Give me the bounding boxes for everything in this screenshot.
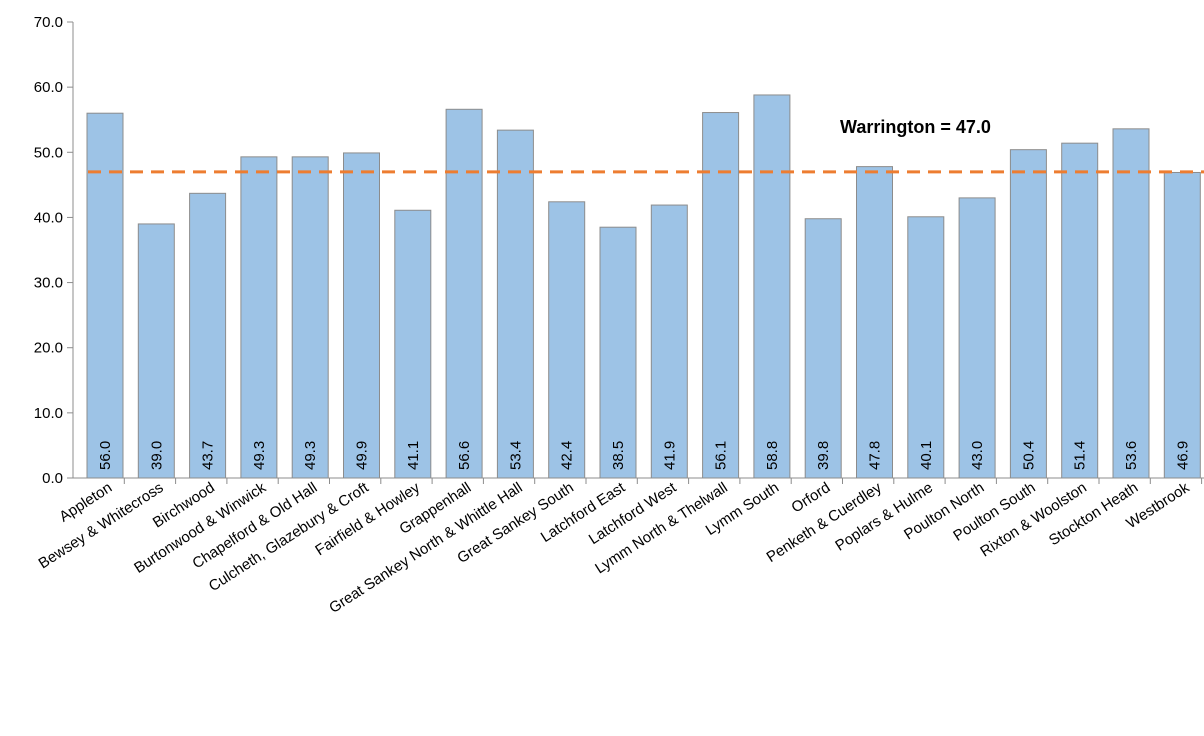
- bar: [240, 156, 278, 479]
- bar: [137, 223, 175, 479]
- reference-line-label: Warrington = 47.0: [840, 117, 991, 137]
- data-labels: 56.0 39.0 43.7 49.3 49.3 49.9 41.1 56.6 53.4 42.4…: [97, 441, 1191, 470]
- data-label: 53.6: [1123, 441, 1140, 470]
- bar: [1009, 149, 1047, 479]
- y-tick-label: 30.0: [34, 275, 63, 292]
- data-label: 46.9: [1174, 441, 1191, 470]
- bars: [86, 94, 1201, 479]
- bar: [496, 129, 534, 479]
- bar: [291, 156, 329, 479]
- bar: [856, 166, 893, 479]
- y-tick-label: 40.0: [34, 209, 63, 226]
- y-tick-label: 10.0: [34, 405, 63, 422]
- data-label: 40.1: [918, 441, 935, 470]
- bar: [753, 94, 791, 479]
- y-tick-label: 0.0: [42, 470, 63, 487]
- y-tick-label: 20.0: [34, 340, 63, 357]
- bar: [394, 209, 432, 479]
- data-label: 50.4: [1020, 441, 1037, 470]
- reference-line-group: Warrington = 47.0: [88, 117, 1204, 174]
- bar: [1163, 171, 1201, 479]
- bar: [1112, 128, 1150, 479]
- data-label: 47.8: [867, 441, 884, 470]
- data-label: 43.7: [200, 441, 217, 470]
- data-label: 41.9: [661, 441, 678, 470]
- data-label: 49.3: [251, 441, 268, 470]
- bar: [1061, 142, 1099, 479]
- data-label: 42.4: [559, 441, 576, 470]
- data-label: 58.8: [764, 441, 781, 470]
- bar: [445, 108, 483, 479]
- data-label: 49.9: [354, 441, 371, 470]
- bar: [343, 152, 380, 479]
- bar: [599, 226, 637, 479]
- bar: [804, 218, 842, 479]
- data-label: 39.0: [148, 441, 165, 470]
- bar: [907, 216, 945, 479]
- bar: [702, 112, 740, 479]
- data-label: 38.5: [610, 441, 627, 470]
- y-tick-label: 50.0: [34, 144, 63, 161]
- bar: [86, 112, 124, 479]
- data-label: 51.4: [1072, 441, 1089, 470]
- bar: [548, 201, 586, 479]
- data-label: 41.1: [405, 441, 422, 470]
- data-label: 53.4: [507, 441, 524, 470]
- y-axis: 0.0 10.0 20.0 30.0 40.0 50.0 60.0 70.0: [34, 14, 74, 487]
- x-tick-label: Stockton Heath: [1046, 479, 1141, 549]
- data-label: 49.3: [302, 441, 319, 470]
- bar: [189, 192, 227, 479]
- data-label: 56.6: [456, 441, 473, 470]
- data-label: 39.8: [815, 441, 832, 470]
- y-tick-label: 70.0: [34, 14, 63, 31]
- y-tick-label: 60.0: [34, 79, 63, 96]
- bar: [650, 204, 688, 479]
- bar: [958, 197, 996, 479]
- data-label: 43.0: [969, 441, 986, 470]
- data-label: 56.1: [713, 441, 730, 470]
- data-label: 56.0: [97, 441, 114, 470]
